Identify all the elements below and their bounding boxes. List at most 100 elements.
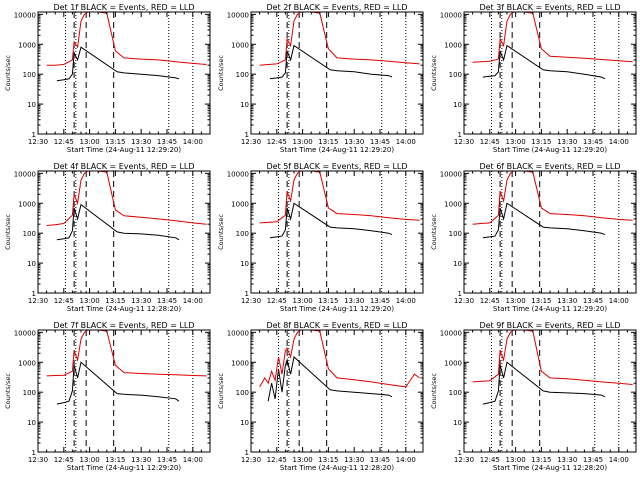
series-line-lld <box>259 330 420 388</box>
x-tick-label: 13:00 <box>80 456 100 464</box>
x-tick-label: 12:45 <box>267 297 287 305</box>
chart-panel-9: 1 10 100 1000 10000 12:30 12:45 13:00 13:15 13:30… <box>430 321 637 472</box>
y-axis-label: Counts/sec <box>4 55 12 91</box>
y-tick-label: 10000 <box>440 11 462 19</box>
x-tick-label: 13:45 <box>583 456 603 464</box>
x-tick-label: 13:15 <box>318 456 338 464</box>
series-line-lld <box>46 171 207 226</box>
y-tick-label: 1 <box>458 131 462 139</box>
y-tick-label: 10000 <box>14 329 36 337</box>
series-line-events <box>56 361 180 405</box>
y-axis-label: Counts/sec <box>430 373 438 409</box>
x-tick-label: 12:45 <box>54 456 74 464</box>
chart-title: Det 6f BLACK = Events, RED = LLD <box>479 162 620 171</box>
chart-title: Det 7f BLACK = Events, RED = LLD <box>53 321 194 330</box>
y-tick-label: 1000 <box>18 359 36 367</box>
x-tick-label: 12:30 <box>454 297 474 305</box>
y-tick-label: 10000 <box>227 11 249 19</box>
y-tick-label: 100 <box>236 389 249 397</box>
y-tick-label: 1000 <box>444 41 462 49</box>
x-tick-label: 13:45 <box>370 138 390 146</box>
x-tick-label: 13:15 <box>105 138 125 146</box>
x-tick-label: 13:00 <box>80 297 100 305</box>
series-line-events <box>269 44 393 80</box>
plot-frame <box>463 329 637 453</box>
chart-title: Det 4f BLACK = Events, RED = LLD <box>53 162 194 171</box>
x-tick-label: 13:15 <box>105 456 125 464</box>
x-axis-label: Start Time (24-Aug-11 12:28:20) <box>493 464 607 472</box>
series-line-events <box>56 203 180 241</box>
y-tick-label: 10 <box>27 260 36 268</box>
y-tick-label: 1000 <box>444 200 462 208</box>
y-tick-label: 10000 <box>14 11 36 19</box>
y-tick-label: 100 <box>449 71 462 79</box>
x-tick-label: 12:30 <box>241 297 261 305</box>
x-tick-label: 14:00 <box>396 297 416 305</box>
series-line-lld <box>46 330 207 377</box>
x-tick-label: 13:30 <box>131 297 151 305</box>
chart-panel-7: 1 10 100 1000 10000 12:30 12:45 13:00 13:15 13:30… <box>4 321 211 472</box>
y-tick-label: 10 <box>27 101 36 109</box>
series-line-events <box>482 202 606 239</box>
plot-frame <box>463 11 637 135</box>
y-tick-label: 1000 <box>231 41 249 49</box>
series-line-lld <box>259 171 420 224</box>
y-tick-label: 100 <box>236 230 249 238</box>
x-tick-label: 12:30 <box>28 456 48 464</box>
plot-frame <box>250 170 424 294</box>
y-tick-label: 1 <box>32 290 36 298</box>
x-axis-label: Start Time (24-Aug-11 12:28:20) <box>67 305 181 313</box>
y-tick-label: 1 <box>458 449 462 457</box>
y-tick-label: 1000 <box>231 200 249 208</box>
x-axis-label: Start Time (24-Aug-11 12:29:20) <box>493 146 607 154</box>
y-tick-label: 100 <box>23 230 36 238</box>
x-tick-label: 13:45 <box>157 297 177 305</box>
x-tick-label: 13:30 <box>344 456 364 464</box>
x-tick-label: 12:45 <box>480 297 500 305</box>
y-tick-label: 1 <box>245 131 249 139</box>
x-tick-label: 13:00 <box>506 456 526 464</box>
chart-title: Det 8f BLACK = Events, RED = LLD <box>266 321 407 330</box>
plot-frame <box>463 170 637 294</box>
x-tick-label: 13:15 <box>318 297 338 305</box>
x-axis-label: Start Time (24-Aug-11 12:29:20) <box>280 146 394 154</box>
x-tick-label: 13:15 <box>531 297 551 305</box>
y-axis-label: Counts/sec <box>4 214 12 250</box>
x-tick-label: 13:00 <box>293 456 313 464</box>
y-tick-label: 1 <box>245 290 249 298</box>
plot-frame <box>250 11 424 135</box>
chart-title: Det 9f BLACK = Events, RED = LLD <box>479 321 620 330</box>
series-line-events <box>482 361 606 405</box>
x-tick-label: 12:45 <box>54 138 74 146</box>
y-axis-label: Counts/sec <box>4 373 12 409</box>
x-tick-label: 13:30 <box>344 297 364 305</box>
x-tick-label: 13:30 <box>344 138 364 146</box>
y-tick-label: 10 <box>453 260 462 268</box>
x-tick-label: 13:15 <box>531 138 551 146</box>
x-tick-label: 13:30 <box>131 138 151 146</box>
series-line-events <box>56 46 180 82</box>
series-line-events <box>267 356 393 402</box>
x-tick-label: 12:30 <box>241 456 261 464</box>
x-tick-label: 14:00 <box>609 456 629 464</box>
series-line-lld <box>472 330 633 385</box>
x-axis-label: Start Time (24-Aug-11 12:28:20) <box>280 464 394 472</box>
series-line-lld <box>259 12 420 66</box>
x-axis-label: Start Time (24-Aug-11 12:29:20) <box>280 305 394 313</box>
y-tick-label: 10 <box>453 419 462 427</box>
x-tick-label: 14:00 <box>396 456 416 464</box>
chart-title: Det 5f BLACK = Events, RED = LLD <box>266 162 407 171</box>
y-tick-label: 10000 <box>227 170 249 178</box>
chart-panel-6: 1 10 100 1000 10000 12:30 12:45 13:00 13:15 13:30… <box>430 162 637 313</box>
x-tick-label: 12:45 <box>480 456 500 464</box>
chart-panel-1: 1 10 100 1000 10000 12:30 12:45 13:00 13:15 13:30… <box>4 3 211 154</box>
y-tick-label: 100 <box>449 389 462 397</box>
x-tick-label: 13:45 <box>370 456 390 464</box>
y-tick-label: 10000 <box>14 170 36 178</box>
x-axis-label: Start Time (24-Aug-11 12:29:20) <box>67 146 181 154</box>
series-line-lld <box>46 12 207 66</box>
x-tick-label: 13:30 <box>557 456 577 464</box>
x-tick-label: 13:15 <box>531 456 551 464</box>
y-axis-label: Counts/sec <box>430 214 438 250</box>
